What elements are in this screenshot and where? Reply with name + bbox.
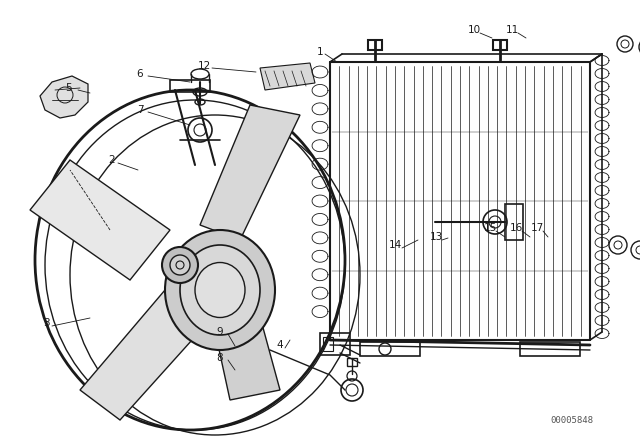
Bar: [493, 40, 507, 50]
Text: 4: 4: [276, 340, 284, 350]
Text: 12: 12: [197, 61, 211, 71]
Text: 8: 8: [217, 353, 223, 363]
Text: 3: 3: [43, 318, 49, 328]
Ellipse shape: [195, 263, 245, 318]
Polygon shape: [260, 63, 315, 90]
Bar: [320, 333, 350, 355]
Text: 13: 13: [429, 232, 443, 242]
Ellipse shape: [180, 245, 260, 335]
Polygon shape: [80, 290, 210, 420]
Text: 9: 9: [217, 327, 223, 337]
Bar: [323, 337, 333, 351]
Circle shape: [162, 247, 198, 283]
Polygon shape: [30, 160, 170, 280]
Text: 15: 15: [483, 223, 497, 233]
Text: 1: 1: [317, 47, 323, 57]
Text: 7: 7: [137, 105, 143, 115]
Text: 11: 11: [506, 25, 518, 35]
Text: 2: 2: [109, 155, 115, 165]
Text: 5: 5: [66, 83, 72, 93]
Polygon shape: [205, 280, 280, 400]
Text: 6: 6: [137, 69, 143, 79]
Bar: [505, 204, 523, 240]
Text: 16: 16: [509, 223, 523, 233]
Bar: [520, 342, 580, 356]
Polygon shape: [40, 76, 88, 118]
Circle shape: [170, 255, 190, 275]
Bar: [368, 40, 382, 50]
Bar: [360, 342, 420, 356]
Bar: [347, 358, 357, 366]
Text: 14: 14: [388, 240, 402, 250]
Ellipse shape: [165, 230, 275, 350]
Bar: [170, 80, 210, 92]
Polygon shape: [200, 105, 300, 240]
Text: 00005848: 00005848: [550, 415, 593, 425]
Text: 10: 10: [467, 25, 481, 35]
Text: 17: 17: [531, 223, 543, 233]
